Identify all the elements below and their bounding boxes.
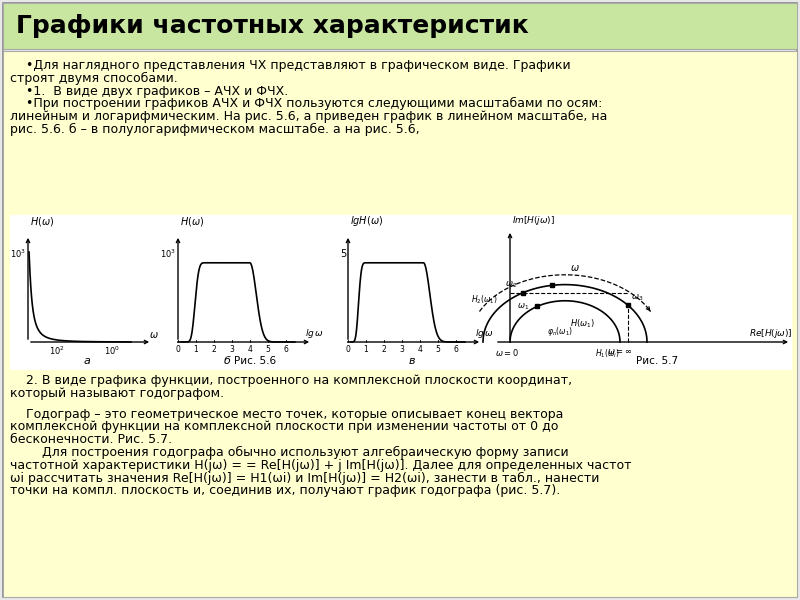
Text: 2: 2 [211, 345, 216, 354]
Text: 2. В виде графика функции, построенного на комплексной плоскости координат,: 2. В виде графика функции, построенного … [10, 374, 572, 387]
Text: б: б [224, 356, 231, 366]
Text: $Im[H(j\omega)]$: $Im[H(j\omega)]$ [512, 214, 555, 227]
Text: $H(\omega_1)$: $H(\omega_1)$ [570, 317, 595, 329]
Text: $10^2$: $10^2$ [50, 345, 66, 358]
Text: $H(\omega)$: $H(\omega)$ [180, 215, 204, 228]
Text: 5: 5 [266, 345, 270, 354]
Text: Для построения годографа обычно используют алгебраическую форму записи: Для построения годографа обычно использу… [10, 446, 569, 459]
Text: $10^3$: $10^3$ [160, 248, 176, 260]
Bar [10, 215, 792, 370]
Text: 1: 1 [364, 345, 368, 354]
Text: $\omega_1$: $\omega_1$ [517, 301, 529, 312]
Text: $Re[H(j\omega)]$: $Re[H(j\omega)]$ [750, 327, 793, 340]
Text: бесконечности. Рис. 5.7.: бесконечности. Рис. 5.7. [10, 433, 172, 446]
Text: $lgH(\omega)$: $lgH(\omega)$ [350, 214, 383, 228]
Text: точки на компл. плоскость и, соединив их, получают график годографа (рис. 5.7).: точки на компл. плоскость и, соединив их… [10, 484, 560, 497]
Text: ωi рассчитать значения Re[H(jω)] = H1(ωi) и Im[H(jω)] = H2(ωi), занести в табл.,: ωi рассчитать значения Re[H(jω)] = H1(ωi… [10, 472, 599, 485]
Text: •При построении графиков АЧХ и ФЧХ пользуются следующими масштабами по осям:: •При построении графиков АЧХ и ФЧХ польз… [10, 97, 602, 110]
Text: $\omega = \infty$: $\omega = \infty$ [607, 347, 633, 356]
Text: $lg\,\omega$: $lg\,\omega$ [305, 327, 323, 340]
Text: 3: 3 [399, 345, 404, 354]
Text: Рис. 5.7: Рис. 5.7 [637, 356, 678, 366]
Text: 4: 4 [247, 345, 252, 354]
Text: 0: 0 [175, 345, 181, 354]
Text: $H_2(\omega_1)$: $H_2(\omega_1)$ [471, 294, 498, 306]
Text: 2: 2 [382, 345, 386, 354]
Text: Графики частотных характеристик: Графики частотных характеристик [16, 14, 529, 38]
Text: $\omega_3$: $\omega_3$ [631, 293, 643, 304]
Text: 5: 5 [435, 345, 440, 354]
Text: линейным и логарифмическим. На рис. 5.6, а приведен график в линейном масштабе, : линейным и логарифмическим. На рис. 5.6,… [10, 110, 607, 123]
Text: $\omega$: $\omega$ [149, 330, 159, 340]
Text: •Для наглядного представления ЧХ представляют в графическом виде. Графики: •Для наглядного представления ЧХ предста… [10, 59, 570, 72]
Text: строят двумя способами.: строят двумя способами. [10, 72, 178, 85]
Text: 6: 6 [283, 345, 288, 354]
Text: 0: 0 [346, 345, 350, 354]
Text: который называют годографом.: который называют годографом. [10, 387, 224, 400]
Text: комплексной функции на комплексной плоскости при изменении частоты от 0 до: комплексной функции на комплексной плоск… [10, 421, 558, 433]
Text: 3: 3 [230, 345, 234, 354]
Text: $lg\,\omega$: $lg\,\omega$ [474, 327, 494, 340]
Text: $H(\omega)$: $H(\omega)$ [30, 215, 54, 228]
Text: частотной характеристики H(jω) = = Re[H(jω)] + j Im[H(jω)]. Далее для определенн: частотной характеристики H(jω) = = Re[H(… [10, 459, 631, 472]
Text: 4: 4 [418, 345, 422, 354]
Text: $\omega_2$: $\omega_2$ [505, 279, 518, 290]
Text: 5: 5 [340, 249, 346, 259]
Text: $\varphi_n(\omega_1)$: $\varphi_n(\omega_1)$ [547, 325, 573, 338]
Text: $\omega$: $\omega$ [570, 263, 580, 273]
Text: Годограф – это геометрическое место точек, которые описывает конец вектора: Годограф – это геометрическое место точе… [10, 407, 563, 421]
Bar [3, 3, 797, 49]
Text: 6: 6 [454, 345, 458, 354]
Text: а: а [83, 356, 90, 366]
Text: $10^3$: $10^3$ [10, 248, 26, 260]
Text: •1.  В виде двух графиков – АЧХ и ФЧХ.: •1. В виде двух графиков – АЧХ и ФЧХ. [10, 85, 288, 98]
Text: 1: 1 [194, 345, 198, 354]
Text: рис. 5.6. б – в полулогарифмическом масштабе. а на рис. 5.6,: рис. 5.6. б – в полулогарифмическом масш… [10, 123, 420, 136]
Text: Рис. 5.6: Рис. 5.6 [234, 356, 277, 366]
Text: $10^0$: $10^0$ [104, 345, 120, 358]
Text: $H_1(\omega_i)$: $H_1(\omega_i)$ [595, 347, 620, 359]
Text: $\omega = 0$: $\omega = 0$ [495, 347, 519, 358]
Text: в: в [408, 356, 414, 366]
